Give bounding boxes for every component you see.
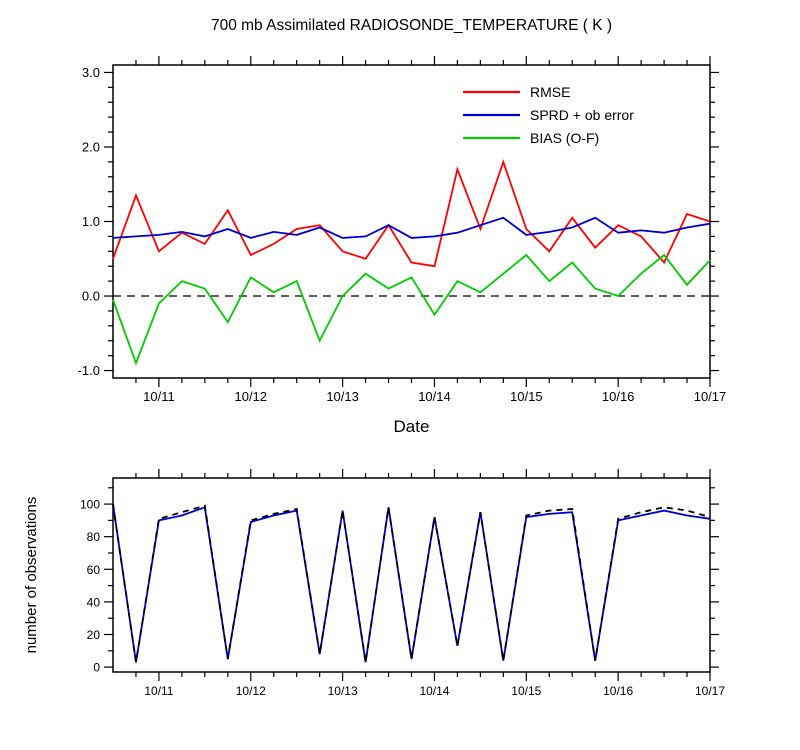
x-tick-label: 10/13 bbox=[326, 389, 359, 404]
bottom-chart: 10/11 10/12 10/13 10/14 10/15 10/16 10/17 0 20 40… bbox=[23, 469, 725, 698]
chart-title: 700 mb Assimilated RADIOSONDE_TEMPERATUR… bbox=[211, 17, 612, 34]
x-tick-label: 10/16 bbox=[602, 389, 635, 404]
series-bias-o-f bbox=[112, 253, 711, 366]
x-tick-label: 10/12 bbox=[234, 389, 267, 404]
x-axis-ticks bbox=[135, 469, 711, 681]
x-tick-label: 10/11 bbox=[144, 684, 173, 698]
y-axis-ticks bbox=[104, 71, 719, 372]
y-axis-ticks bbox=[104, 487, 719, 668]
x-tick-label: 10/17 bbox=[695, 684, 725, 698]
x-tick-label: 10/16 bbox=[603, 684, 633, 698]
y-tick-label: 2.0 bbox=[82, 139, 100, 154]
y-tick-label: 0 bbox=[93, 661, 100, 675]
plot-frame bbox=[112, 477, 711, 673]
y-tick-label: 20 bbox=[87, 628, 101, 642]
series-sprd-ob-error bbox=[112, 216, 711, 239]
x-axis-title: Date bbox=[394, 417, 430, 436]
series-observation-count-dashed-black bbox=[112, 503, 711, 663]
legend-label-sprd-ob-error: SPRD + ob error bbox=[530, 107, 634, 123]
x-tick-label: 10/15 bbox=[510, 389, 543, 404]
plot-area: 10/11 10/12 10/13 10/14 10/15 10/16 10/17 -1.0 0… bbox=[78, 56, 727, 404]
legend-label-bias-o-f: BIAS (O-F) bbox=[530, 130, 599, 146]
x-axis-ticks bbox=[135, 56, 711, 387]
y-tick-label: 40 bbox=[87, 595, 101, 609]
legend-label-rmse: RMSE bbox=[530, 84, 570, 100]
top-chart: 10/11 10/12 10/13 10/14 10/15 10/16 10/17 -1.0 0… bbox=[78, 17, 727, 436]
x-tick-label: 10/14 bbox=[419, 684, 449, 698]
y-axis-title: number of observations bbox=[23, 497, 40, 654]
x-tick-label: 10/15 bbox=[511, 684, 541, 698]
x-tick-label: 10/11 bbox=[143, 389, 175, 404]
y-tick-label: 100 bbox=[80, 498, 100, 512]
x-tick-label: 10/14 bbox=[418, 389, 451, 404]
y-tick-label: 80 bbox=[87, 530, 101, 544]
plot-area: 10/11 10/12 10/13 10/14 10/15 10/16 10/17 0 20 40… bbox=[80, 469, 725, 698]
y-tick-label: -1.0 bbox=[78, 363, 100, 378]
x-tick-label: 10/17 bbox=[694, 389, 727, 404]
y-tick-label: 1.0 bbox=[82, 214, 100, 229]
y-tick-label: 3.0 bbox=[82, 65, 100, 80]
y-tick-label: 60 bbox=[87, 563, 101, 577]
y-tick-label: 0.0 bbox=[82, 289, 100, 304]
series-rmse bbox=[112, 159, 711, 268]
x-tick-label: 10/13 bbox=[328, 684, 358, 698]
x-tick-label: 10/12 bbox=[236, 684, 266, 698]
legend: RMSE SPRD + ob error BIAS (O-F) bbox=[463, 84, 634, 146]
series-observation-count-solid-blue bbox=[112, 503, 711, 663]
